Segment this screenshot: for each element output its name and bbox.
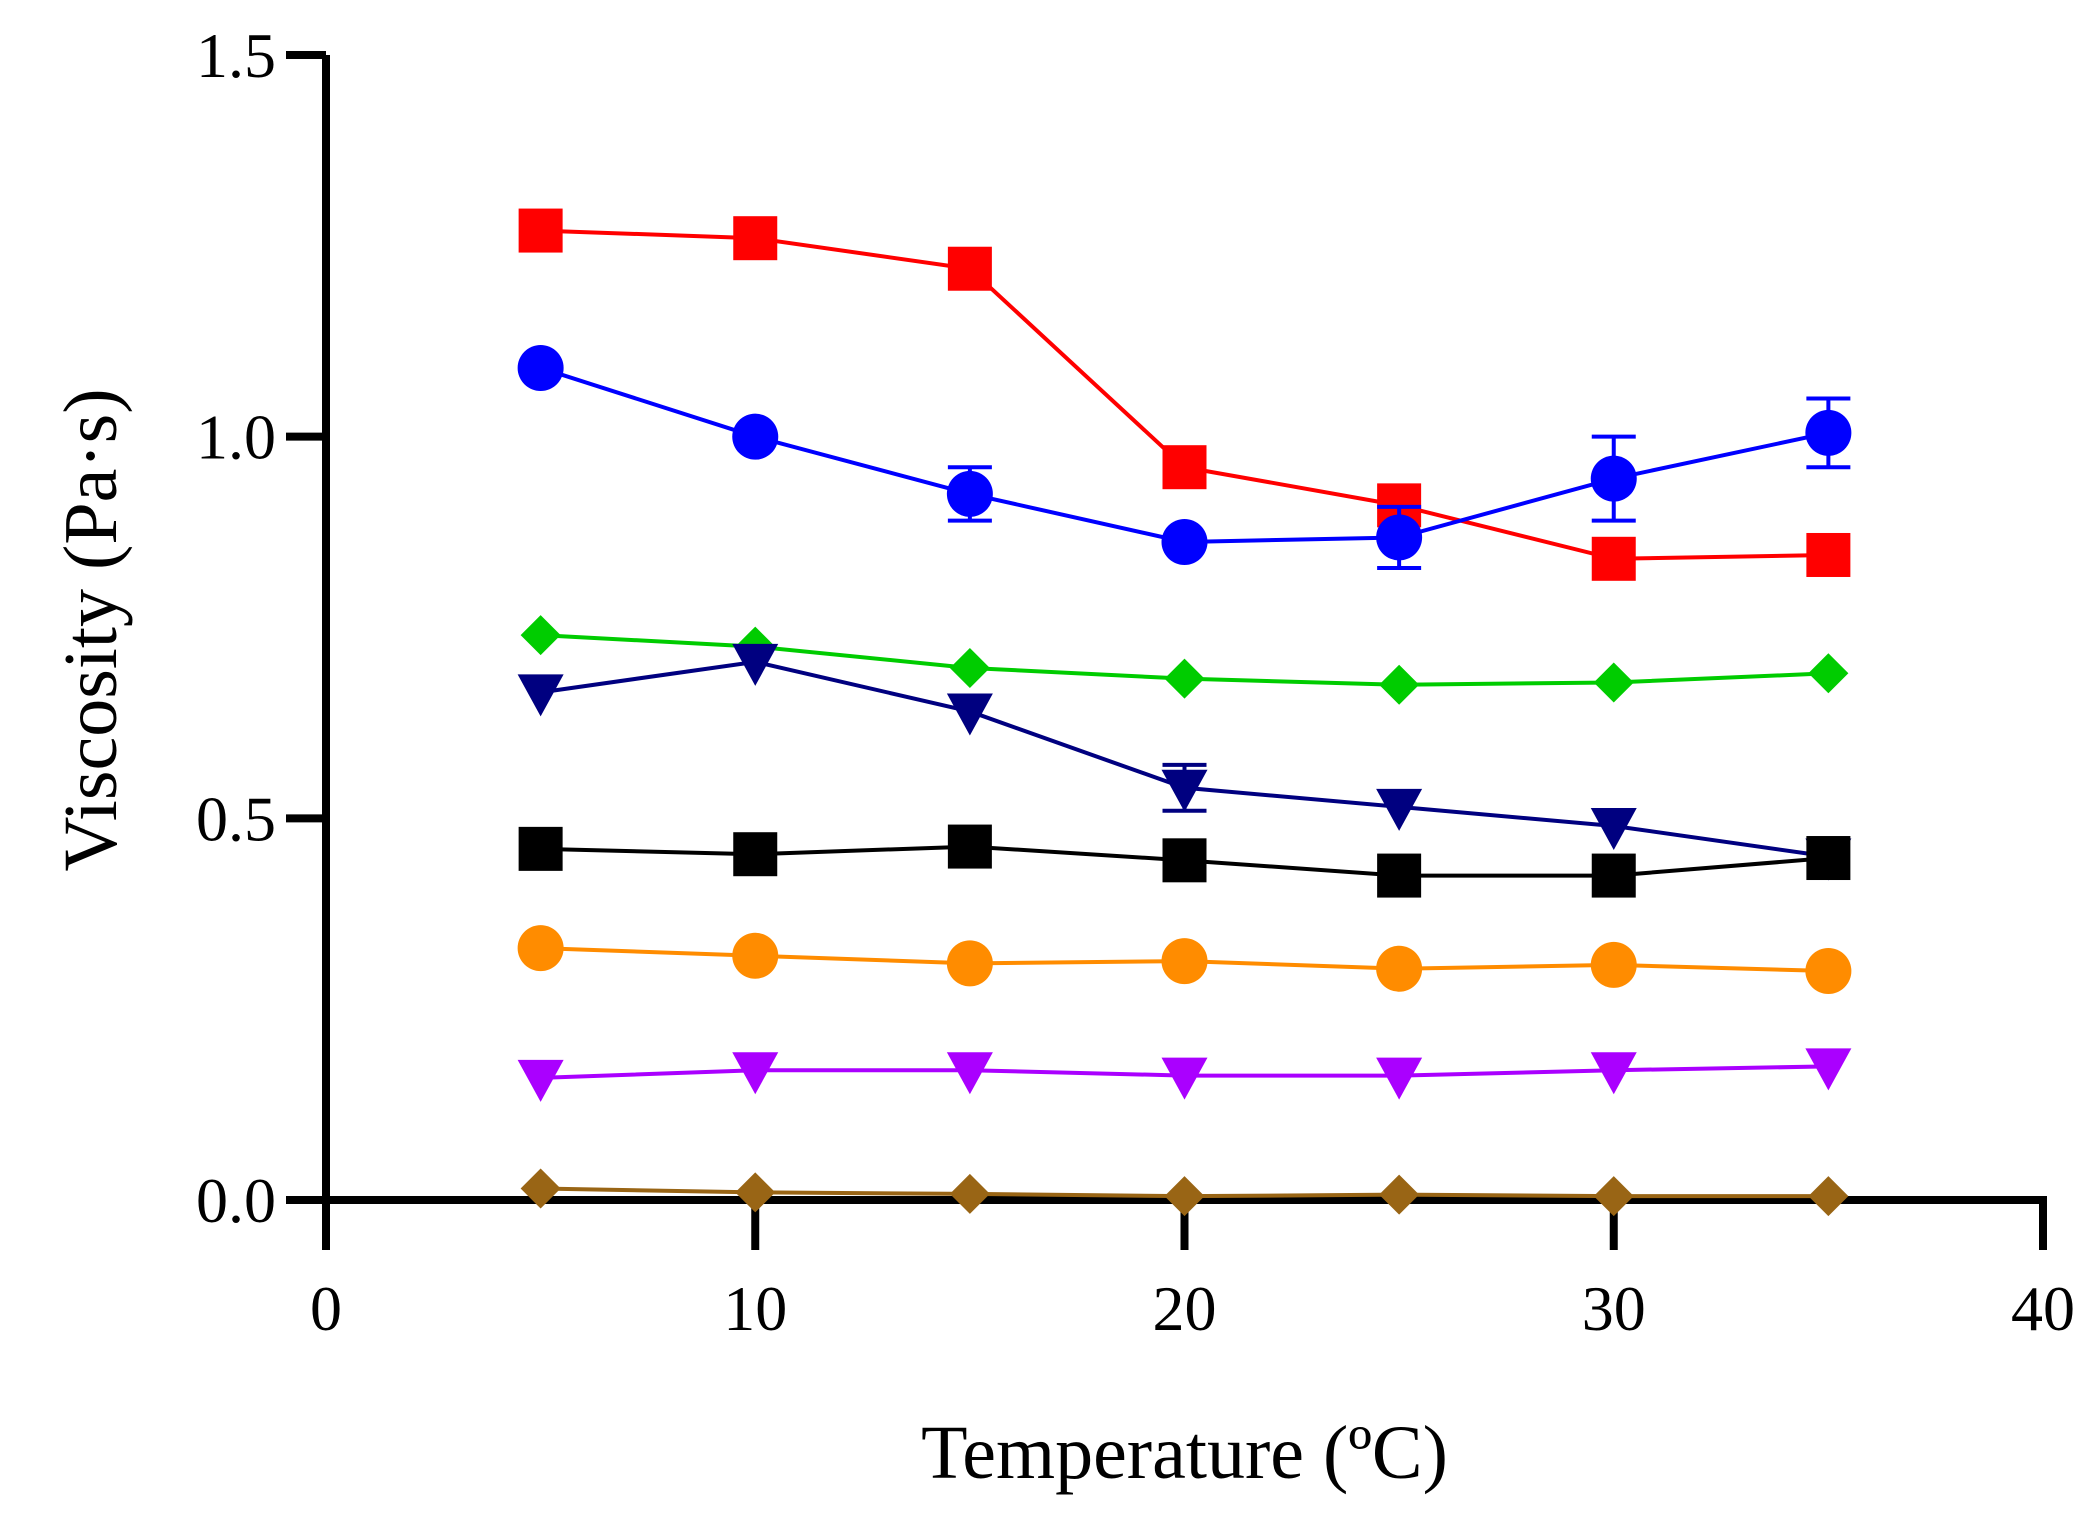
data-point bbox=[1162, 838, 1207, 883]
data-point bbox=[732, 413, 779, 460]
x-tick-label: 20 bbox=[1153, 1273, 1217, 1344]
series-violet-triangle bbox=[517, 1048, 1852, 1102]
data-point bbox=[1805, 1048, 1852, 1091]
data-point bbox=[733, 832, 778, 877]
data-point bbox=[1591, 853, 1636, 898]
series-green-diamond bbox=[520, 615, 1849, 705]
data-point bbox=[1379, 1174, 1420, 1215]
data-point bbox=[520, 615, 561, 656]
data-point bbox=[517, 674, 564, 717]
data-point bbox=[732, 932, 779, 979]
data-point bbox=[1808, 653, 1849, 694]
x-tick-label: 0 bbox=[310, 1273, 342, 1344]
data-point bbox=[1591, 536, 1636, 581]
x-ticks: 0 10 20 30 40 bbox=[310, 1200, 2075, 1344]
data-point bbox=[1377, 853, 1422, 898]
series-blue-circle bbox=[517, 344, 1852, 570]
x-tick-label: 40 bbox=[2011, 1273, 2075, 1344]
data-point bbox=[1164, 1176, 1205, 1217]
data-point bbox=[946, 1052, 993, 1095]
data-point bbox=[1161, 519, 1208, 566]
data-point bbox=[946, 693, 993, 736]
data-point bbox=[518, 208, 563, 253]
data-point bbox=[1590, 1052, 1637, 1095]
data-point bbox=[1593, 1176, 1634, 1217]
data-point bbox=[1593, 662, 1634, 703]
series-brown-diamond bbox=[520, 1168, 1849, 1217]
data-point bbox=[1376, 945, 1423, 992]
data-point bbox=[732, 643, 779, 686]
series-orange-circle bbox=[517, 925, 1852, 994]
data-point bbox=[1805, 409, 1852, 456]
data-point bbox=[947, 824, 992, 869]
series-black-square bbox=[518, 824, 1851, 898]
data-point bbox=[1161, 1057, 1208, 1100]
data-point bbox=[517, 1059, 564, 1102]
data-point bbox=[1590, 807, 1637, 850]
y-ticks: 0.0 0.5 1.0 1.5 bbox=[196, 20, 326, 1236]
data-point bbox=[733, 216, 778, 261]
y-tick-label: 0.5 bbox=[196, 783, 276, 854]
y-tick-label: 0.0 bbox=[196, 1165, 276, 1236]
data-point bbox=[735, 1172, 776, 1213]
series-line bbox=[540, 228, 1829, 561]
x-axis-title: Temperature (ºC) bbox=[921, 1411, 1448, 1495]
data-point bbox=[946, 470, 993, 517]
x-tick-label: 30 bbox=[1582, 1273, 1646, 1344]
y-tick-label: 1.0 bbox=[196, 402, 276, 473]
data-point bbox=[1161, 769, 1208, 812]
data-point bbox=[1164, 658, 1205, 699]
data-point bbox=[947, 246, 992, 291]
data-point bbox=[518, 826, 563, 871]
data-point bbox=[1590, 455, 1637, 502]
data-point bbox=[520, 1168, 561, 1209]
data-point bbox=[1379, 664, 1420, 705]
data-point bbox=[1162, 445, 1207, 490]
data-point bbox=[1376, 514, 1423, 561]
data-point bbox=[1161, 938, 1208, 985]
data-point bbox=[1376, 788, 1423, 831]
data-point bbox=[1806, 836, 1851, 881]
data-point bbox=[1808, 1176, 1849, 1217]
data-point bbox=[949, 1173, 990, 1214]
axes bbox=[322, 55, 2047, 1204]
series-layer bbox=[517, 208, 1852, 1217]
y-axis-title: Viscosity (Pa·s) bbox=[49, 388, 133, 871]
data-point bbox=[517, 344, 564, 391]
y-tick-label: 1.5 bbox=[196, 20, 276, 91]
x-tick-label: 10 bbox=[723, 1273, 787, 1344]
data-point bbox=[946, 940, 993, 987]
data-point bbox=[949, 647, 990, 688]
data-point bbox=[732, 1052, 779, 1095]
data-point bbox=[517, 925, 564, 972]
data-point bbox=[1376, 1057, 1423, 1100]
data-point bbox=[1590, 941, 1637, 988]
data-point bbox=[1805, 948, 1852, 994]
data-point bbox=[1806, 532, 1851, 577]
